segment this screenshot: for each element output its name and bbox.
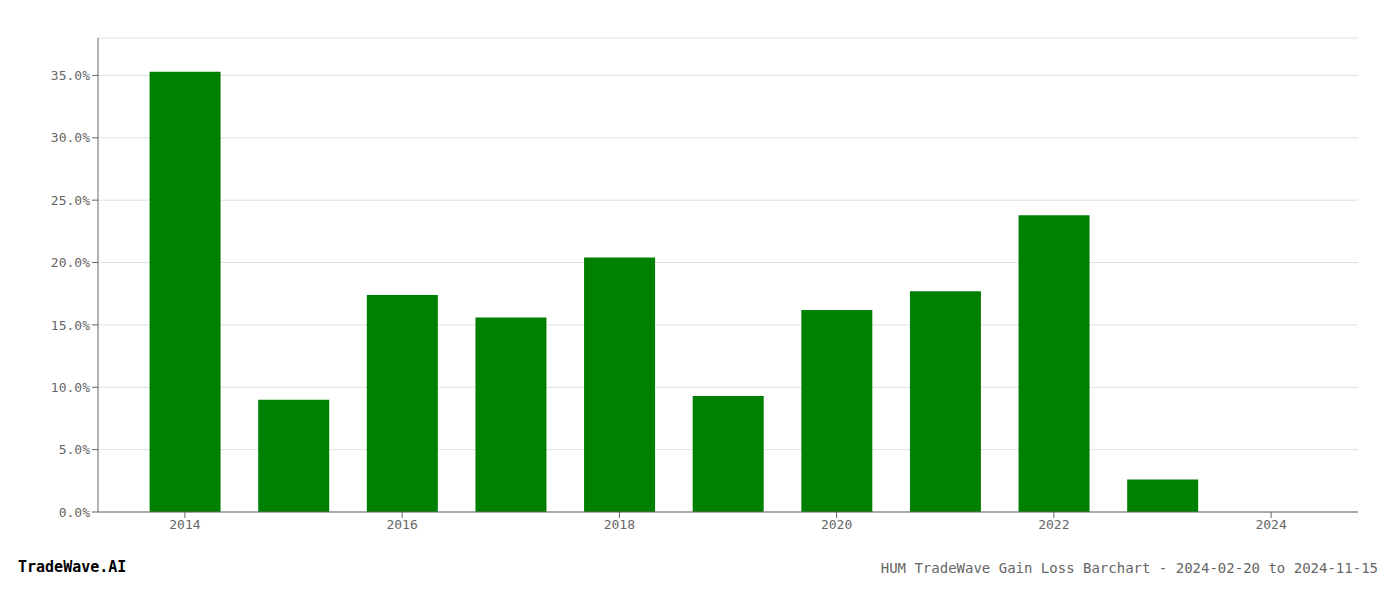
svg-text:2018: 2018 bbox=[604, 517, 635, 532]
html-text:TradeWave.AI: TradeWave.AI bbox=[18, 558, 127, 576]
svg-text:2016: 2016 bbox=[386, 517, 417, 532]
svg-text:15.0%: 15.0% bbox=[51, 318, 90, 333]
svg-text:2014: 2014 bbox=[169, 517, 200, 532]
svg-text:25.0%: 25.0% bbox=[51, 193, 90, 208]
svg-text:2022: 2022 bbox=[1038, 517, 1069, 532]
svg-text:10.0%: 10.0% bbox=[51, 380, 90, 395]
svg-text:2024: 2024 bbox=[1255, 517, 1286, 532]
svg-text:2020: 2020 bbox=[821, 517, 852, 532]
svg-text:35.0%: 35.0% bbox=[51, 68, 90, 83]
svg-text:0.0%: 0.0% bbox=[59, 505, 90, 520]
svg-text:5.0%: 5.0% bbox=[59, 442, 90, 457]
html-text:HUM TradeWave Gain Loss Barcha: HUM TradeWave Gain Loss Barchart - 2024-… bbox=[880, 560, 1378, 576]
svg-text:20.0%: 20.0% bbox=[51, 255, 90, 270]
svg-text:30.0%: 30.0% bbox=[51, 130, 90, 145]
